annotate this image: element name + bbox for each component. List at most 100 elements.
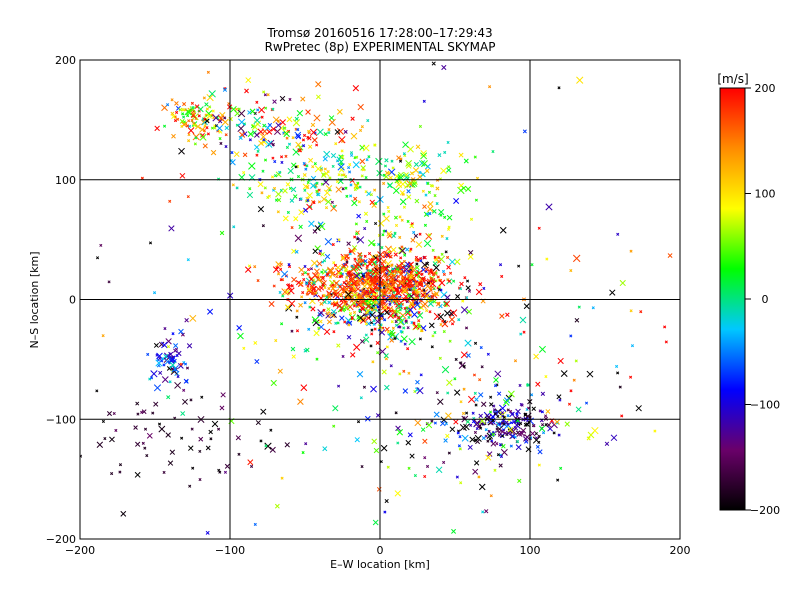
data-point <box>294 165 298 169</box>
data-point <box>186 114 190 118</box>
data-point <box>237 109 246 118</box>
data-point <box>326 292 331 297</box>
data-point <box>419 373 423 377</box>
data-point <box>398 159 403 163</box>
data-point <box>479 346 483 350</box>
data-point <box>194 123 201 130</box>
data-point <box>381 258 387 265</box>
data-point <box>305 196 311 202</box>
data-point <box>332 330 336 334</box>
x-axis-label: E–W location [km] <box>330 558 430 571</box>
data-point <box>530 393 534 397</box>
data-point <box>492 404 496 408</box>
data-point <box>431 61 436 66</box>
data-point <box>490 440 497 447</box>
data-point <box>389 364 393 368</box>
data-point <box>199 133 207 141</box>
data-point <box>427 300 434 308</box>
data-point <box>194 136 198 140</box>
data-point <box>230 151 234 155</box>
y-axis-label: N–S location [km] <box>28 251 41 348</box>
data-point <box>330 200 334 204</box>
data-point <box>356 315 361 320</box>
data-point <box>509 421 514 425</box>
data-point <box>198 477 202 482</box>
data-point <box>464 339 472 347</box>
data-point <box>320 172 327 178</box>
data-point <box>488 410 493 414</box>
data-point <box>386 205 390 210</box>
data-point <box>346 241 351 246</box>
chart-subtitle: RwPretec (8p) EXPERIMENTAL SKYMAP <box>265 40 496 54</box>
data-point <box>396 428 404 436</box>
data-point <box>365 266 369 270</box>
data-point <box>310 182 317 189</box>
data-point <box>253 132 260 138</box>
data-point <box>294 131 302 139</box>
data-point <box>363 336 370 343</box>
data-point <box>397 176 401 180</box>
data-point <box>385 345 389 349</box>
data-point <box>146 352 150 356</box>
data-point <box>433 255 437 259</box>
data-point <box>323 328 331 335</box>
data-point <box>264 442 272 450</box>
data-point <box>427 200 434 208</box>
data-point <box>259 439 263 443</box>
data-point <box>356 213 362 219</box>
data-point <box>529 430 536 437</box>
data-point <box>164 358 171 365</box>
data-point <box>398 372 402 376</box>
data-point <box>162 124 167 128</box>
data-point <box>376 257 383 264</box>
data-point <box>435 466 443 474</box>
data-point <box>311 165 315 169</box>
data-point <box>349 194 353 198</box>
data-point <box>185 366 190 370</box>
data-point <box>489 494 493 498</box>
data-point <box>388 274 394 280</box>
data-point <box>353 196 358 201</box>
data-point <box>280 476 284 480</box>
data-point <box>178 328 184 335</box>
data-point <box>503 431 507 435</box>
data-point <box>223 116 227 120</box>
data-point <box>459 287 463 291</box>
data-point <box>557 357 564 365</box>
data-point <box>342 173 346 177</box>
data-point <box>292 148 300 156</box>
data-point <box>376 258 380 262</box>
data-point <box>475 176 480 180</box>
data-point <box>160 359 164 363</box>
data-point <box>259 133 267 141</box>
data-point <box>323 286 327 290</box>
data-point <box>400 288 406 294</box>
data-point <box>375 288 379 292</box>
data-point <box>500 429 506 435</box>
data-point <box>374 221 378 226</box>
data-point <box>242 171 246 175</box>
data-point <box>238 135 243 140</box>
data-point <box>469 217 474 221</box>
data-point <box>308 157 314 163</box>
data-point <box>383 318 387 322</box>
data-point <box>404 280 412 288</box>
data-point <box>559 466 563 470</box>
data-point <box>364 176 368 180</box>
data-point <box>400 276 405 280</box>
data-point <box>181 112 185 116</box>
data-point <box>448 339 452 343</box>
data-point <box>231 183 235 187</box>
data-point <box>314 275 323 284</box>
data-point <box>295 329 300 333</box>
data-point <box>335 186 342 193</box>
data-point <box>440 167 447 175</box>
data-point <box>318 319 323 324</box>
data-point <box>303 348 308 353</box>
data-point <box>397 318 405 326</box>
data-point <box>445 412 452 420</box>
data-point <box>184 317 189 323</box>
data-point <box>187 139 191 143</box>
data-point <box>356 370 364 378</box>
data-point <box>248 187 252 191</box>
